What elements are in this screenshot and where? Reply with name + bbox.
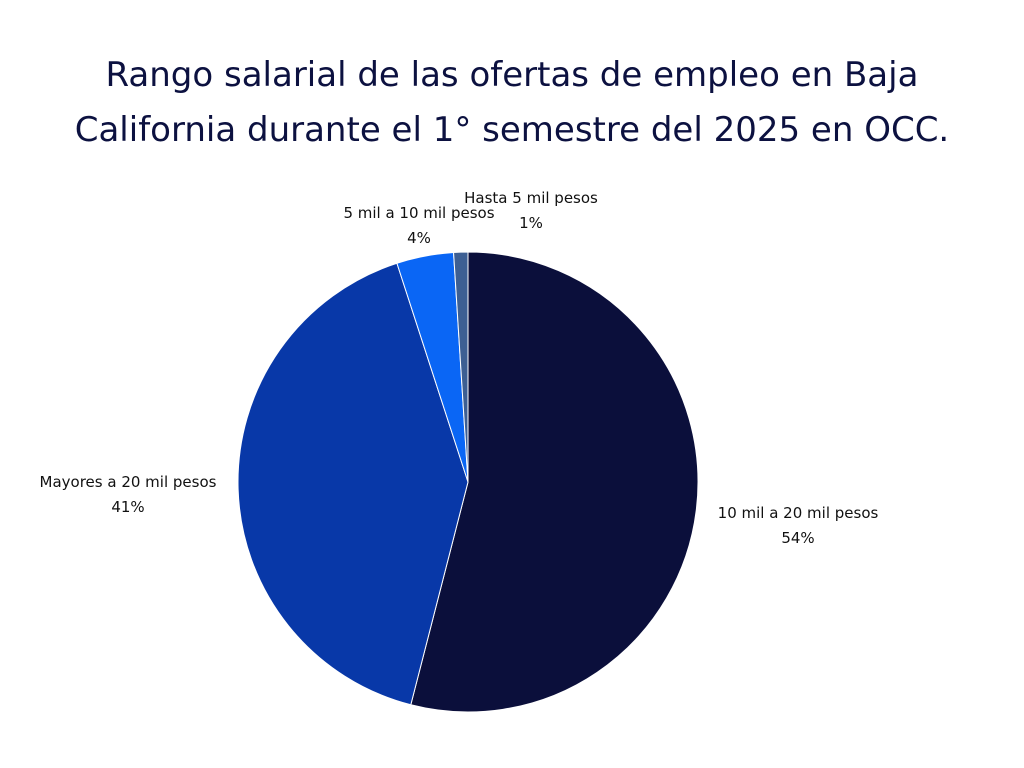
chart-title: Rango salarial de las ofertas de empleo … — [0, 48, 1024, 158]
slice-value-label-3: 4% — [407, 229, 431, 247]
slice-label-2: Mayores a 20 mil pesos — [40, 473, 217, 491]
slice-label-3: 5 mil a 10 mil pesos — [343, 204, 494, 222]
pie-slice-4 — [453, 251, 469, 483]
chart-title-line-1: Rango salarial de las ofertas de empleo … — [105, 55, 919, 95]
slice-label-1: 10 mil a 20 mil pesos — [718, 504, 879, 522]
slice-value-label-4: 1% — [519, 214, 543, 232]
pie-slice-2 — [237, 262, 469, 706]
slice-value-label-2: 41% — [111, 498, 144, 516]
pie-slices — [237, 251, 699, 713]
chart-title-line-2: California durante el 1° semestre del 20… — [74, 110, 950, 150]
slice-value-label-1: 54% — [781, 529, 814, 547]
pie-labels: 10 mil a 20 mil pesos 54% Mayores a 20 mil… — [40, 189, 879, 547]
pie-slice-1 — [410, 251, 699, 713]
slice-label-4: Hasta 5 mil pesos — [464, 189, 598, 207]
